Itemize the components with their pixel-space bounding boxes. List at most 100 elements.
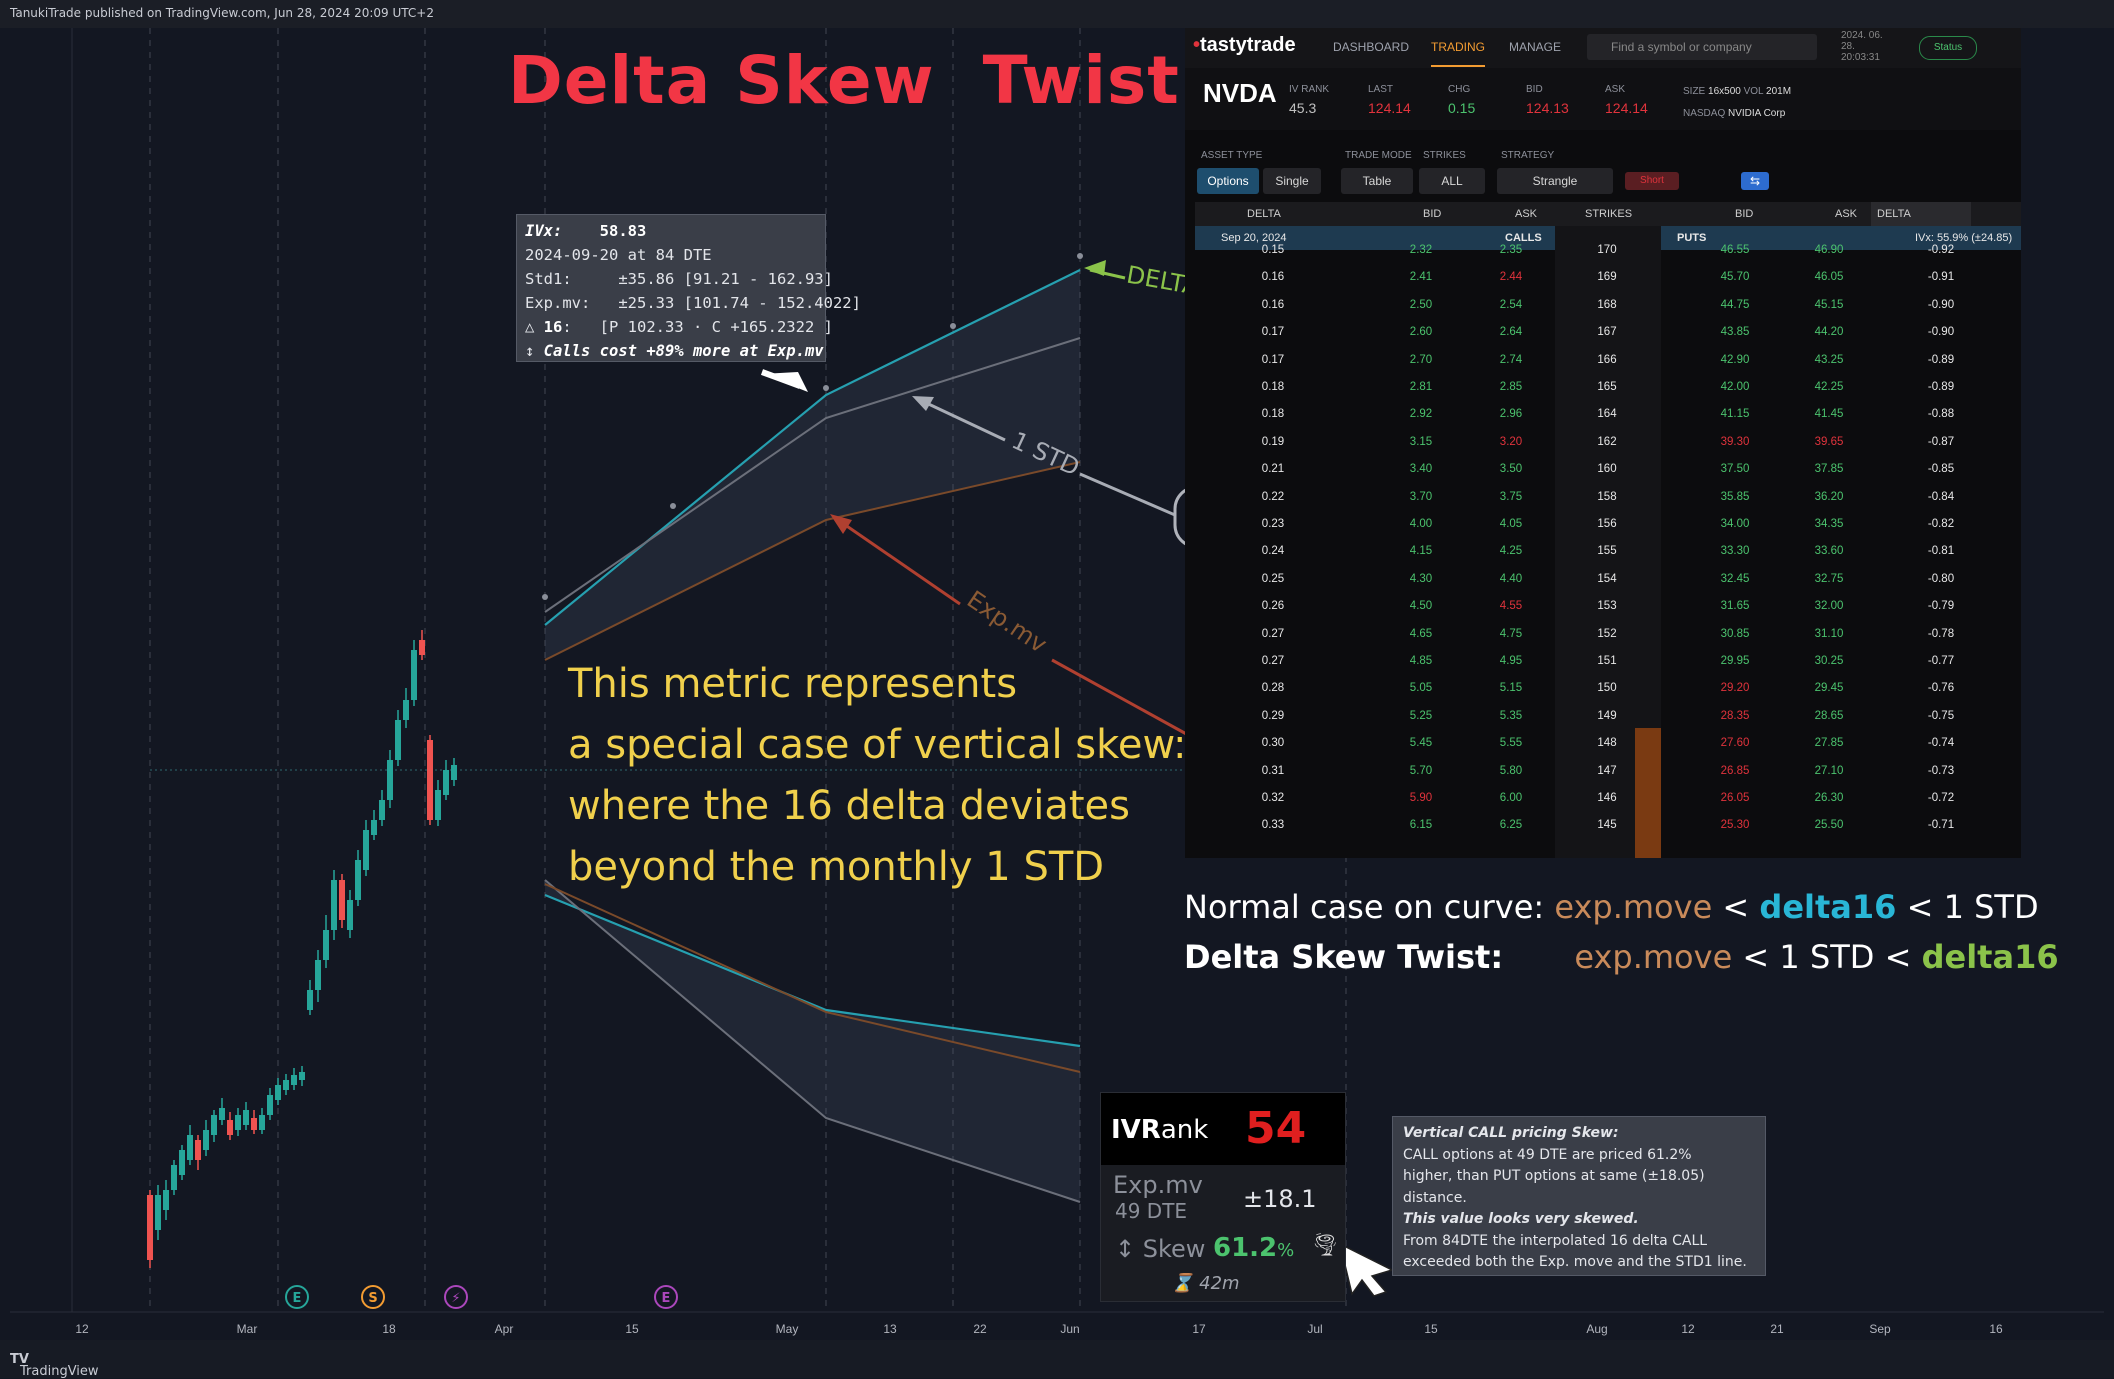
tt-call-ask-cell[interactable]: 4.25 — [1499, 545, 1523, 558]
tt-options-button[interactable]: Options — [1197, 168, 1259, 194]
tt-strike-cell[interactable]: 145 — [1597, 819, 1617, 832]
tt-strike-cell[interactable]: 170 — [1597, 244, 1617, 256]
tt-nav-dashboard[interactable]: DASHBOARD — [1333, 40, 1410, 54]
tt-put-ask-cell[interactable]: 32.75 — [1814, 572, 1844, 585]
tt-strike-cell[interactable]: 155 — [1597, 545, 1617, 558]
tt-call-ask-cell[interactable]: 4.05 — [1499, 518, 1523, 530]
tt-call-ask-cell[interactable]: 5.55 — [1499, 737, 1523, 750]
tt-put-bid-cell[interactable]: 26.05 — [1720, 792, 1750, 804]
tt-call-delta-cell[interactable]: 0.27 — [1261, 655, 1285, 667]
tt-put-ask-cell[interactable]: 39.65 — [1814, 435, 1844, 448]
tt-call-bid-cell[interactable]: 3.70 — [1409, 490, 1433, 503]
tt-call-bid-cell[interactable]: 2.70 — [1409, 353, 1433, 366]
tt-put-ask-cell[interactable]: 37.85 — [1814, 463, 1844, 476]
tt-call-delta-cell[interactable]: 0.15 — [1261, 244, 1285, 256]
tt-strike-cell[interactable]: 169 — [1597, 271, 1617, 284]
tt-strike-cell[interactable]: 151 — [1597, 655, 1617, 667]
tt-call-bid-cell[interactable]: 5.45 — [1409, 737, 1433, 750]
tt-call-ask-cell[interactable]: 6.00 — [1499, 792, 1523, 804]
tt-put-ask-cell[interactable]: 43.25 — [1814, 353, 1844, 366]
tt-call-bid-cell[interactable]: 4.65 — [1409, 627, 1433, 640]
tt-call-delta-cell[interactable]: 0.18 — [1261, 408, 1285, 421]
tt-call-delta-cell[interactable]: 0.18 — [1261, 381, 1285, 393]
tt-call-delta-cell[interactable]: 0.28 — [1261, 682, 1285, 695]
tt-call-delta-cell[interactable]: 0.26 — [1261, 600, 1285, 613]
tt-put-delta-cell[interactable]: -0.91 — [1927, 271, 1955, 284]
tt-put-ask-cell[interactable]: 27.85 — [1814, 737, 1844, 750]
tt-status-badge[interactable]: Status — [1919, 36, 1977, 60]
tt-call-bid-cell[interactable]: 3.15 — [1409, 435, 1433, 448]
tt-put-delta-cell[interactable]: -0.75 — [1927, 709, 1955, 722]
tt-put-ask-cell[interactable]: 33.60 — [1814, 545, 1844, 558]
tt-put-delta-cell[interactable]: -0.87 — [1927, 435, 1955, 448]
tt-strangle-select[interactable]: Strangle — [1497, 168, 1613, 194]
tt-put-ask-cell[interactable]: 45.15 — [1814, 298, 1844, 311]
tt-put-delta-cell[interactable]: -0.72 — [1927, 792, 1955, 804]
tt-call-bid-cell[interactable]: 4.00 — [1409, 518, 1433, 530]
tt-all-select[interactable]: ALL — [1419, 168, 1485, 194]
tt-put-delta-cell[interactable]: -0.89 — [1927, 381, 1955, 393]
tt-call-delta-cell[interactable]: 0.32 — [1261, 792, 1285, 804]
tt-put-ask-cell[interactable]: 30.25 — [1814, 655, 1844, 667]
tt-put-delta-cell[interactable]: -0.74 — [1927, 737, 1955, 750]
tt-call-delta-cell[interactable]: 0.17 — [1261, 353, 1285, 366]
swap-icon[interactable]: ⇆ — [1741, 172, 1769, 190]
tt-strike-cell[interactable]: 164 — [1597, 408, 1617, 421]
tt-call-bid-cell[interactable]: 4.85 — [1409, 655, 1433, 667]
tt-call-bid-cell[interactable]: 2.50 — [1409, 298, 1433, 311]
tt-call-bid-cell[interactable]: 5.90 — [1409, 792, 1433, 804]
tt-call-ask-cell[interactable]: 5.15 — [1499, 682, 1523, 695]
tt-call-bid-cell[interactable]: 2.81 — [1409, 381, 1433, 393]
tt-call-ask-cell[interactable]: 4.75 — [1499, 627, 1523, 640]
tt-put-ask-cell[interactable]: 31.10 — [1814, 627, 1844, 640]
tt-put-bid-cell[interactable]: 29.95 — [1720, 655, 1750, 667]
tt-put-delta-cell[interactable]: -0.80 — [1927, 572, 1955, 585]
tt-call-ask-cell[interactable]: 2.96 — [1499, 408, 1523, 421]
tt-call-delta-cell[interactable]: 0.22 — [1261, 490, 1285, 503]
tt-put-bid-cell[interactable]: 31.65 — [1720, 600, 1750, 613]
tt-put-ask-cell[interactable]: 44.20 — [1814, 326, 1844, 339]
tt-call-delta-cell[interactable]: 0.31 — [1261, 764, 1285, 777]
tt-strike-cell[interactable]: 158 — [1597, 490, 1617, 503]
tt-put-bid-cell[interactable]: 35.85 — [1720, 490, 1750, 503]
tt-strike-cell[interactable]: 162 — [1597, 435, 1617, 448]
tt-put-bid-cell[interactable]: 39.30 — [1720, 435, 1750, 448]
tt-put-delta-cell[interactable]: -0.88 — [1927, 408, 1955, 421]
tt-put-bid-cell[interactable]: 41.15 — [1720, 408, 1750, 421]
tt-put-delta-cell[interactable]: -0.82 — [1927, 518, 1955, 530]
tt-strike-cell[interactable]: 160 — [1597, 463, 1617, 476]
tt-call-delta-cell[interactable]: 0.17 — [1261, 326, 1285, 339]
tt-call-bid-cell[interactable]: 5.25 — [1409, 709, 1433, 722]
tt-call-ask-cell[interactable]: 2.64 — [1499, 326, 1523, 339]
tt-put-bid-cell[interactable]: 27.60 — [1720, 737, 1750, 750]
tt-call-bid-cell[interactable]: 4.30 — [1409, 572, 1433, 585]
tt-put-bid-cell[interactable]: 34.00 — [1720, 518, 1750, 530]
tt-put-ask-cell[interactable]: 26.30 — [1814, 792, 1844, 804]
tt-call-delta-cell[interactable]: 0.23 — [1261, 518, 1285, 530]
tt-strike-cell[interactable]: 156 — [1597, 518, 1617, 530]
tt-call-ask-cell[interactable]: 2.85 — [1499, 381, 1523, 393]
tt-call-bid-cell[interactable]: 4.15 — [1409, 545, 1433, 558]
tt-put-bid-cell[interactable]: 25.30 — [1720, 819, 1750, 832]
tt-call-ask-cell[interactable]: 2.74 — [1499, 353, 1523, 366]
tt-call-bid-cell[interactable]: 5.05 — [1409, 682, 1433, 695]
tt-put-ask-cell[interactable]: 29.45 — [1814, 682, 1844, 695]
tt-put-delta-cell[interactable]: -0.90 — [1927, 298, 1955, 311]
tt-call-delta-cell[interactable]: 0.33 — [1261, 819, 1285, 832]
tt-call-bid-cell[interactable]: 2.41 — [1409, 271, 1433, 284]
tt-put-ask-cell[interactable]: 25.50 — [1814, 819, 1844, 832]
tt-put-delta-cell[interactable]: -0.78 — [1927, 627, 1955, 640]
tt-put-delta-cell[interactable]: -0.76 — [1927, 682, 1955, 695]
tt-put-delta-cell[interactable]: -0.71 — [1927, 819, 1955, 832]
tt-put-ask-cell[interactable]: 28.65 — [1814, 709, 1844, 722]
tt-short-toggle[interactable]: Short — [1625, 172, 1679, 190]
tt-put-bid-cell[interactable]: 44.75 — [1720, 298, 1750, 311]
tt-put-bid-cell[interactable]: 42.90 — [1720, 353, 1750, 366]
tt-put-bid-cell[interactable]: 33.30 — [1720, 545, 1750, 558]
tt-call-ask-cell[interactable]: 3.75 — [1499, 490, 1523, 503]
tt-single-button[interactable]: Single — [1263, 168, 1321, 194]
tt-put-delta-cell[interactable]: -0.84 — [1927, 490, 1955, 503]
tt-strike-cell[interactable]: 165 — [1597, 381, 1617, 393]
tt-put-ask-cell[interactable]: 42.25 — [1814, 381, 1844, 393]
tt-strike-cell[interactable]: 150 — [1597, 682, 1617, 695]
